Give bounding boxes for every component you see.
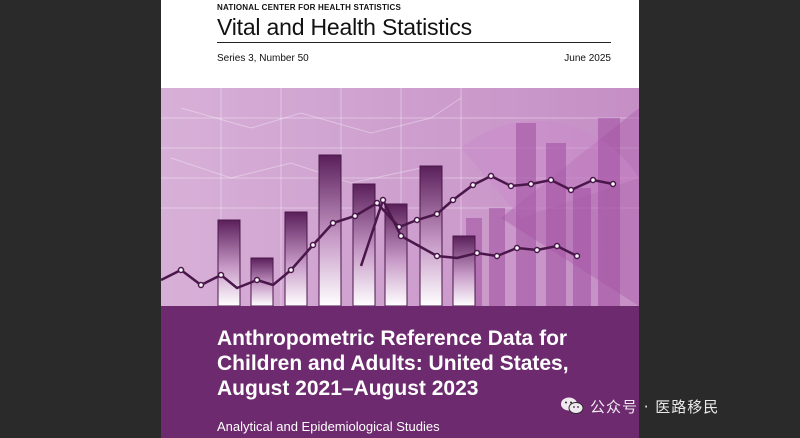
wechat-watermark: 公众号 · 医路移民 (560, 393, 719, 419)
cover-illustration (161, 88, 639, 306)
title-line: Children and Adults: United States, (217, 352, 569, 375)
cover-header: NATIONAL CENTER FOR HEALTH STATISTICS Vi… (161, 0, 639, 88)
report-title: Anthropometric Reference Data for Childr… (217, 326, 627, 401)
agency-name: NATIONAL CENTER FOR HEALTH STATISTICS (217, 3, 401, 12)
cover-footer: Anthropometric Reference Data for Childr… (161, 306, 639, 438)
journal-title: Vital and Health Statistics (217, 14, 472, 40)
series-number: Series 3, Number 50 (217, 53, 309, 64)
watermark-text: 公众号 · 医路移民 (590, 397, 720, 416)
header-divider (217, 42, 611, 43)
title-line: August 2021–August 2023 (217, 377, 479, 400)
decorative-chart-collage (161, 88, 639, 306)
publication-date: June 2025 (564, 53, 611, 64)
report-cover: NATIONAL CENTER FOR HEALTH STATISTICS Vi… (161, 0, 639, 438)
wechat-icon (561, 397, 584, 414)
report-subtitle: Analytical and Epidemiological Studies (217, 419, 440, 434)
title-line: Anthropometric Reference Data for (217, 327, 568, 350)
